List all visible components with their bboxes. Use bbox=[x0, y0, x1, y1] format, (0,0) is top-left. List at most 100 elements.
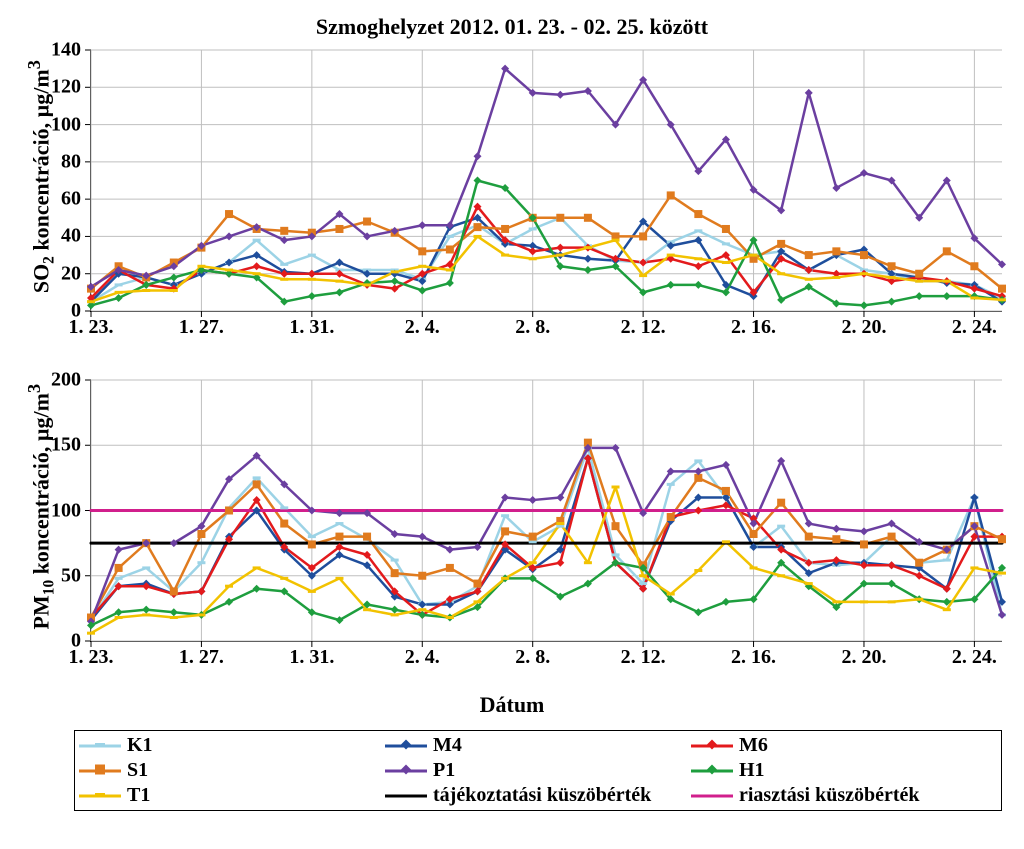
series-marker-K1 bbox=[197, 561, 205, 564]
series-marker-T1 bbox=[253, 566, 261, 569]
series-marker-T1 bbox=[860, 272, 868, 275]
series-marker-H1 bbox=[115, 608, 123, 616]
series-marker-H1 bbox=[584, 266, 592, 274]
series-marker-S1 bbox=[777, 240, 785, 248]
legend-label: M6 bbox=[739, 734, 768, 757]
series-marker-H1 bbox=[418, 286, 426, 294]
series-marker-K1 bbox=[612, 553, 620, 556]
series-marker-T1 bbox=[722, 261, 730, 264]
series-marker-S1 bbox=[391, 569, 399, 577]
xtick-label: 2. 8. bbox=[515, 646, 550, 669]
series-marker-S1 bbox=[860, 251, 868, 259]
series-marker-H1 bbox=[253, 585, 261, 593]
ytick-label: 20 bbox=[61, 262, 81, 285]
series-marker-T1 bbox=[225, 585, 233, 588]
xtick-label: 1. 27. bbox=[179, 316, 224, 339]
series-marker-S1 bbox=[722, 225, 730, 233]
xtick-label: 2. 20. bbox=[841, 316, 886, 339]
xtick-label: 2. 20. bbox=[841, 646, 886, 669]
series-marker-K1 bbox=[253, 476, 261, 479]
series-marker-S1 bbox=[694, 210, 702, 218]
series-marker-P1 bbox=[473, 152, 481, 160]
series-marker-S1 bbox=[473, 580, 481, 588]
series-marker-T1 bbox=[832, 600, 840, 603]
legend-label: riasztási küszöbérték bbox=[739, 784, 920, 807]
xtick-label: 2. 16. bbox=[731, 316, 776, 339]
series-marker-M4 bbox=[335, 259, 343, 267]
series-marker-T1 bbox=[694, 257, 702, 260]
series-marker-T1 bbox=[639, 274, 647, 277]
series-marker-S1 bbox=[335, 533, 343, 541]
series-marker-T1 bbox=[308, 590, 316, 593]
series-marker-P1 bbox=[805, 89, 813, 97]
series-marker-T1 bbox=[722, 540, 730, 543]
series-marker-T1 bbox=[473, 235, 481, 238]
series-marker-S1 bbox=[418, 247, 426, 255]
series-marker-T1 bbox=[888, 276, 896, 279]
series-marker-T1 bbox=[363, 283, 371, 286]
series-marker-H1 bbox=[943, 292, 951, 300]
series-marker-P1 bbox=[998, 611, 1006, 619]
series-marker-T1 bbox=[667, 254, 675, 257]
xtick-label: 1. 31. bbox=[289, 316, 334, 339]
series-marker-S1 bbox=[860, 540, 868, 548]
chart-title: Szmoghelyzet 2012. 01. 23. - 02. 25. köz… bbox=[0, 14, 1024, 40]
series-marker-H1 bbox=[225, 598, 233, 606]
series-marker-S1 bbox=[639, 232, 647, 240]
legend-swatch bbox=[691, 787, 733, 805]
series-marker-T1 bbox=[584, 246, 592, 249]
series-marker-K1 bbox=[142, 566, 150, 569]
series-marker-T1 bbox=[970, 296, 978, 299]
series-marker-T1 bbox=[115, 616, 123, 619]
series-marker-H1 bbox=[446, 279, 454, 287]
series-marker-T1 bbox=[777, 272, 785, 275]
series-marker-S1 bbox=[308, 540, 316, 548]
series-marker-K1 bbox=[529, 540, 537, 543]
ytick-label: 120 bbox=[51, 76, 81, 99]
series-marker-S1 bbox=[970, 262, 978, 270]
series-marker-T1 bbox=[750, 566, 758, 569]
pm10-panel: PM10 koncentráció, µg/m3 0501001502001. … bbox=[28, 376, 1006, 672]
series-marker-M6 bbox=[308, 270, 316, 278]
legend-label: S1 bbox=[127, 759, 148, 782]
series-marker-T1 bbox=[142, 289, 150, 292]
series-marker-K1 bbox=[280, 506, 288, 509]
series-marker-H1 bbox=[391, 606, 399, 614]
legend-row: S1 P1 H1 bbox=[79, 758, 997, 783]
series-marker-M6 bbox=[556, 559, 564, 567]
legend-item-M6: M6 bbox=[691, 733, 997, 758]
series-marker-S1 bbox=[501, 527, 509, 535]
series-marker-S1 bbox=[115, 564, 123, 572]
legend-label: H1 bbox=[739, 759, 765, 782]
xtick-label: 2. 24. bbox=[952, 646, 997, 669]
legend-label: M4 bbox=[433, 734, 462, 757]
series-marker-H1 bbox=[888, 298, 896, 306]
series-marker-T1 bbox=[142, 613, 150, 616]
series-marker-S1 bbox=[943, 247, 951, 255]
series-marker-S1 bbox=[805, 251, 813, 259]
series-marker-K1 bbox=[308, 254, 316, 257]
series-marker-H1 bbox=[860, 301, 868, 309]
series-marker-M6 bbox=[915, 572, 923, 580]
series-marker-S1 bbox=[777, 499, 785, 507]
series-marker-S1 bbox=[722, 487, 730, 495]
series-marker-S1 bbox=[446, 245, 454, 253]
legend-swatch bbox=[79, 737, 121, 755]
series-marker-T1 bbox=[529, 257, 537, 260]
series-marker-H1 bbox=[473, 177, 481, 185]
series-marker-H1 bbox=[170, 273, 178, 281]
series-marker-P1 bbox=[832, 525, 840, 533]
series-marker-P1 bbox=[805, 520, 813, 528]
legend-item-P1: P1 bbox=[385, 758, 691, 783]
series-marker-T1 bbox=[694, 569, 702, 572]
ytick-label: 150 bbox=[51, 434, 81, 457]
xtick-label: 1. 31. bbox=[289, 646, 334, 669]
legend-label: T1 bbox=[127, 784, 150, 807]
series-line-H1 bbox=[91, 563, 1002, 626]
series-marker-S1 bbox=[832, 247, 840, 255]
series-line-M4 bbox=[91, 218, 1002, 302]
legend-item-H1: H1 bbox=[691, 758, 997, 783]
series-marker-S1 bbox=[225, 210, 233, 218]
series-marker-S1 bbox=[584, 214, 592, 222]
series-marker-P1 bbox=[418, 221, 426, 229]
